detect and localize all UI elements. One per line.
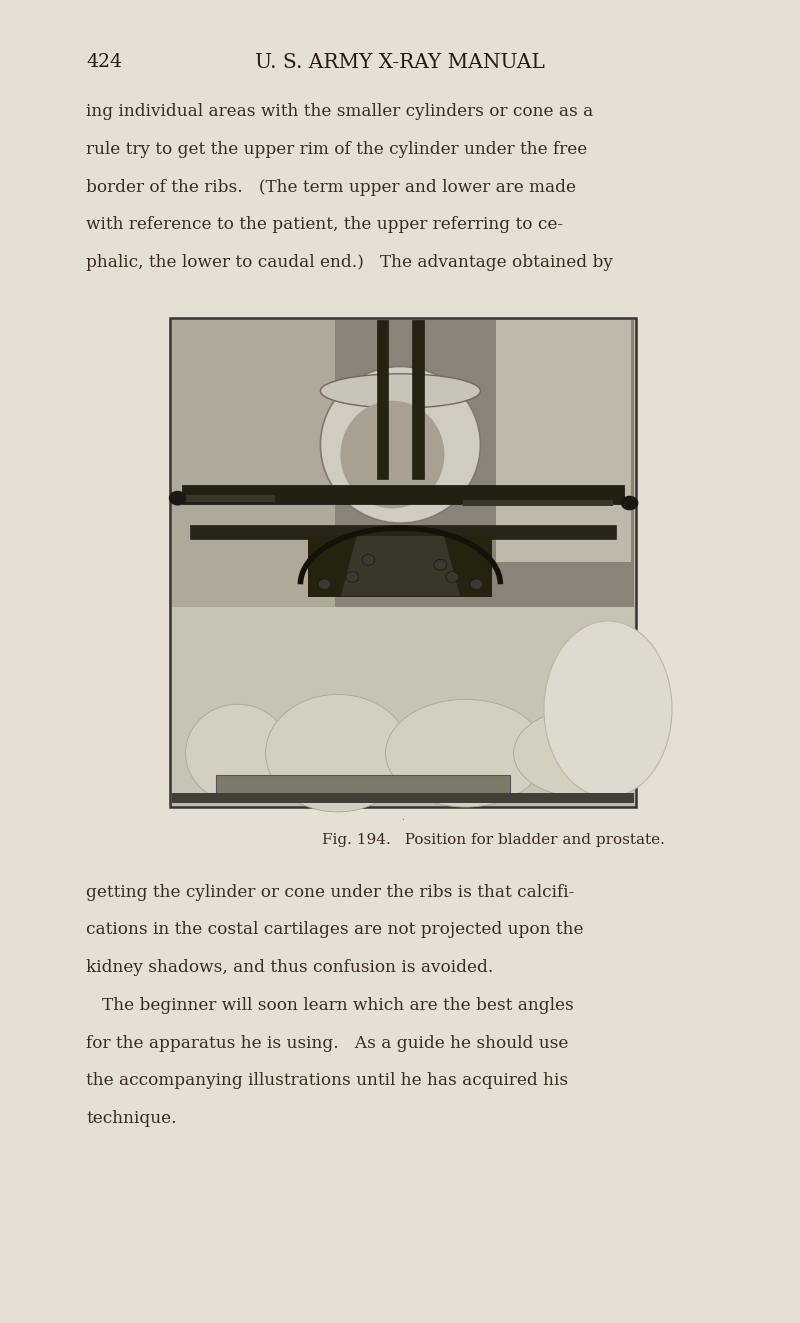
Ellipse shape xyxy=(266,695,410,812)
Bar xyxy=(172,794,634,803)
Bar xyxy=(172,607,634,803)
Polygon shape xyxy=(341,536,461,597)
Bar xyxy=(182,486,624,504)
Ellipse shape xyxy=(470,579,483,590)
Ellipse shape xyxy=(621,496,638,511)
Text: for the apparatus he is using.   As a guide he should use: for the apparatus he is using. As a guid… xyxy=(86,1035,569,1052)
Ellipse shape xyxy=(169,491,186,505)
Text: Fig. 194.: Fig. 194. xyxy=(322,833,391,848)
Bar xyxy=(216,774,510,799)
Bar xyxy=(463,500,613,507)
Ellipse shape xyxy=(318,579,331,590)
Text: rule try to get the upper rim of the cylinder under the free: rule try to get the upper rim of the cyl… xyxy=(86,140,588,157)
Text: Position for bladder and prostate.: Position for bladder and prostate. xyxy=(395,833,665,848)
Ellipse shape xyxy=(321,366,480,523)
Text: cations in the costal cartilages are not projected upon the: cations in the costal cartilages are not… xyxy=(86,921,584,938)
Bar xyxy=(170,318,636,807)
Bar xyxy=(172,320,335,620)
Bar xyxy=(413,320,424,479)
Bar xyxy=(190,525,616,538)
Ellipse shape xyxy=(446,572,459,582)
Bar xyxy=(309,536,493,597)
Text: ing individual areas with the smaller cylinders or cone as a: ing individual areas with the smaller cy… xyxy=(86,103,594,120)
Text: 424: 424 xyxy=(86,53,122,71)
Ellipse shape xyxy=(434,560,447,570)
Text: getting the cylinder or cone under the ribs is that calcifi-: getting the cylinder or cone under the r… xyxy=(86,884,574,901)
Bar xyxy=(378,320,389,479)
Text: U. S. ARMY X-RAY MANUAL: U. S. ARMY X-RAY MANUAL xyxy=(255,53,545,71)
Text: kidney shadows, and thus confusion is avoided.: kidney shadows, and thus confusion is av… xyxy=(86,959,494,976)
Text: with reference to the patient, the upper referring to ce-: with reference to the patient, the upper… xyxy=(86,216,563,233)
Ellipse shape xyxy=(362,554,374,565)
Text: the accompanying illustrations until he has acquired his: the accompanying illustrations until he … xyxy=(86,1072,569,1089)
Text: border of the ribs.   (The term upper and lower are made: border of the ribs. (The term upper and … xyxy=(86,179,576,196)
Ellipse shape xyxy=(321,374,480,407)
Text: The beginner will soon learn which are the best angles: The beginner will soon learn which are t… xyxy=(86,998,574,1013)
Text: phalic, the lower to caudal end.)   The advantage obtained by: phalic, the lower to caudal end.) The ad… xyxy=(86,254,614,271)
Ellipse shape xyxy=(386,700,546,807)
Bar xyxy=(496,320,631,562)
Ellipse shape xyxy=(341,401,445,508)
Bar xyxy=(172,495,274,501)
Ellipse shape xyxy=(346,572,358,582)
Ellipse shape xyxy=(514,709,650,798)
Ellipse shape xyxy=(544,620,672,798)
Bar xyxy=(172,320,634,620)
Ellipse shape xyxy=(186,704,290,802)
Text: technique.: technique. xyxy=(86,1110,177,1127)
Text: ·: · xyxy=(402,816,404,826)
